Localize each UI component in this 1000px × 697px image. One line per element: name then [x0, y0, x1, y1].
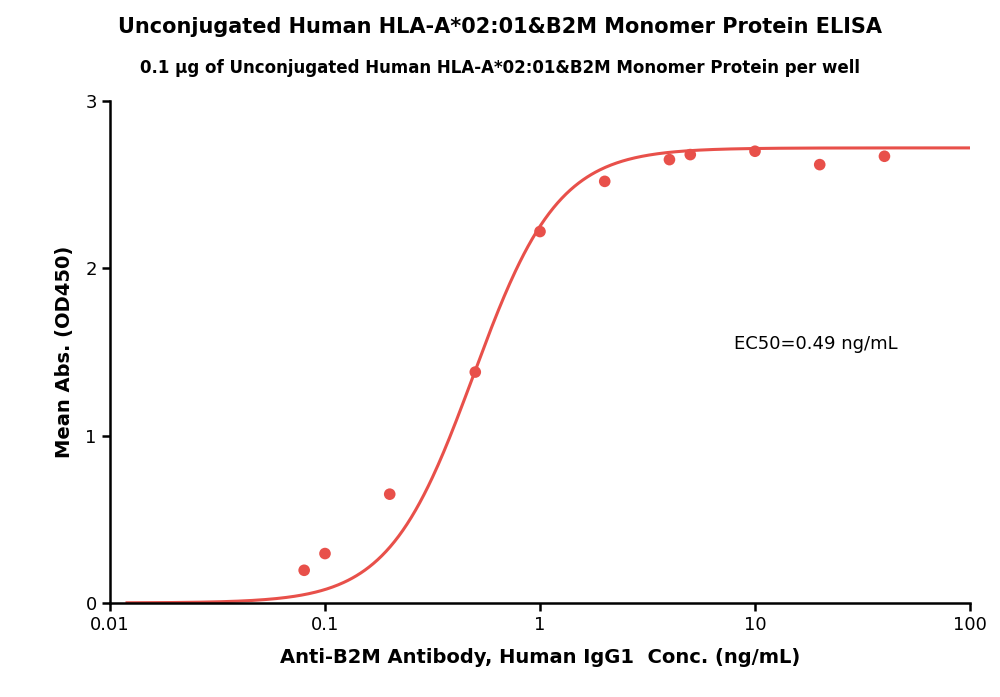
Point — [532, 226, 548, 237]
Point — [876, 151, 892, 162]
Point — [467, 367, 483, 378]
Point — [812, 159, 828, 170]
Point — [296, 565, 312, 576]
Point — [382, 489, 398, 500]
Text: Unconjugated Human HLA-A*02:01&B2M Monomer Protein ELISA: Unconjugated Human HLA-A*02:01&B2M Monom… — [118, 17, 882, 38]
Text: EC50=0.49 ng/mL: EC50=0.49 ng/mL — [734, 335, 898, 353]
Point — [747, 146, 763, 157]
X-axis label: Anti-B2M Antibody, Human IgG1  Conc. (ng/mL): Anti-B2M Antibody, Human IgG1 Conc. (ng/… — [280, 648, 800, 667]
Y-axis label: Mean Abs. (OD450): Mean Abs. (OD450) — [55, 246, 74, 458]
Point — [682, 149, 698, 160]
Point — [661, 154, 677, 165]
Point — [317, 548, 333, 559]
Point — [597, 176, 613, 187]
Text: 0.1 μg of Unconjugated Human HLA-A*02:01&B2M Monomer Protein per well: 0.1 μg of Unconjugated Human HLA-A*02:01… — [140, 59, 860, 77]
